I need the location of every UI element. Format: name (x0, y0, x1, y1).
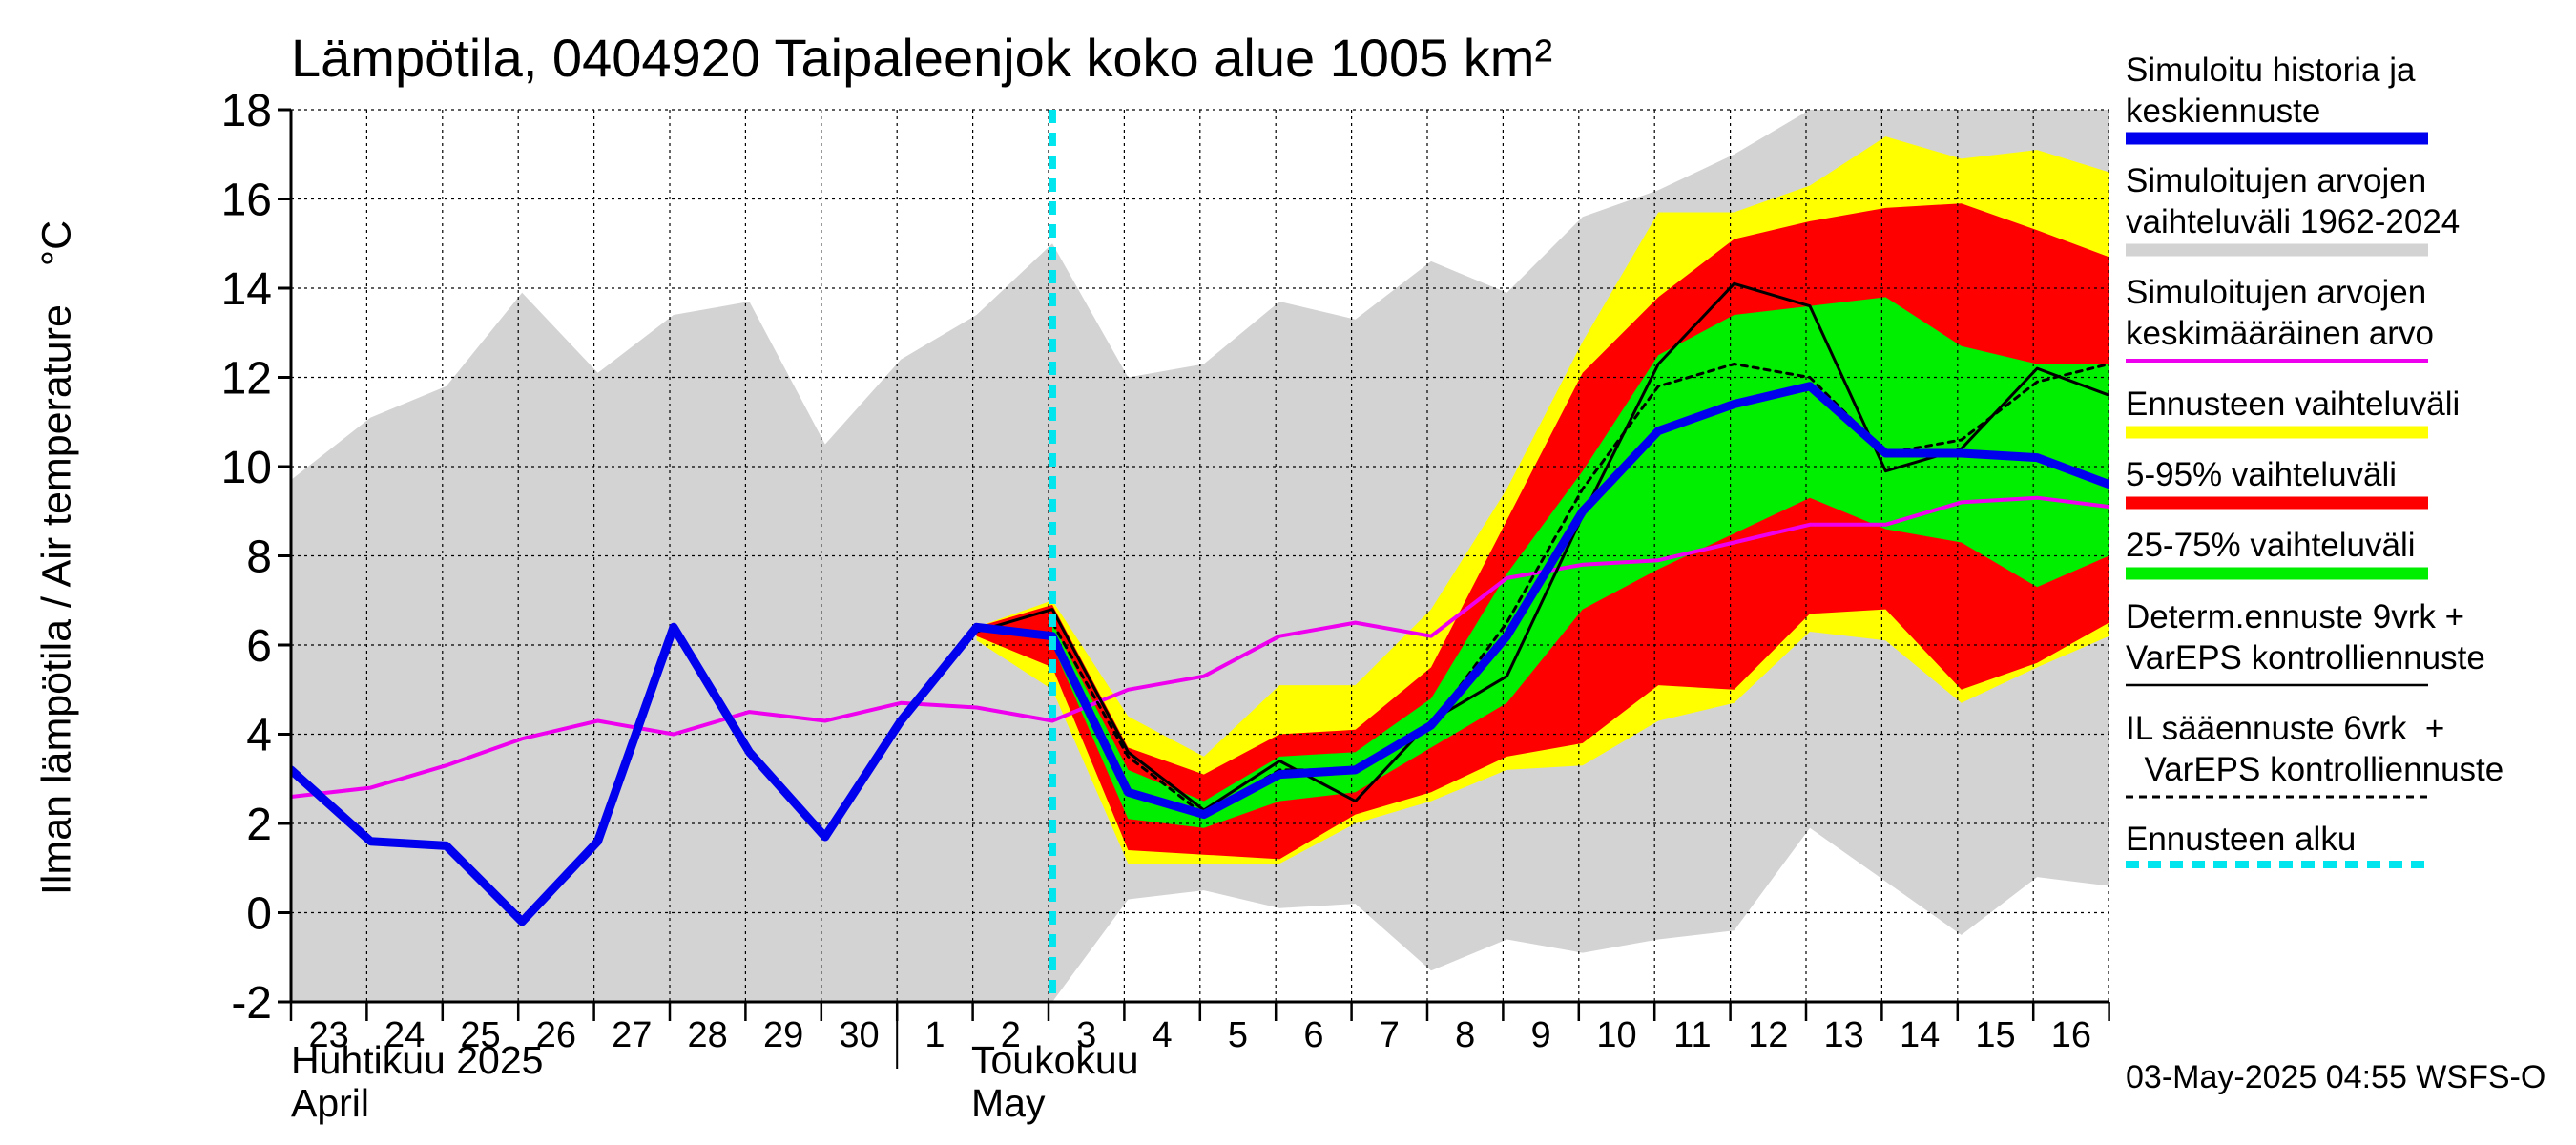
x-tick-label: 6 (1303, 1015, 1323, 1055)
y-tick-label: 18 (221, 86, 272, 136)
x-tick-label: 11 (1673, 1015, 1711, 1055)
legend-item-il: IL sääennuste 6vrk + VarEPS kontrollienn… (2126, 710, 2504, 788)
y-tick-label: -2 (231, 978, 272, 1029)
legend-item-history: Simuloitu historia ja keskiennuste (2126, 52, 2416, 130)
x-tick-label: 16 (2051, 1015, 2091, 1055)
y-axis-label-text: Ilman lämpötila / Air temperature (33, 304, 80, 896)
month-label-april-fi: Huhtikuu 2025 (291, 1038, 544, 1082)
x-tick-label: 3 (1076, 1015, 1096, 1055)
month-label-april-en: April (291, 1081, 370, 1125)
lines-layer (291, 281, 2109, 926)
x-tick-label: 29 (763, 1015, 803, 1055)
y-tick-label: 0 (246, 889, 272, 940)
legend-item-range: Simuloitujen arvojen vaihteluväli 1962-2… (2126, 162, 2461, 240)
chart-title: Lämpötila, 0404920 Taipaleenjok koko alu… (291, 28, 1553, 88)
y-tick-label: 14 (221, 264, 272, 315)
x-tick-label: 25 (460, 1015, 500, 1055)
y-tick-label: 8 (246, 532, 272, 583)
x-tick-label: 10 (1596, 1015, 1636, 1055)
x-tick-label: 27 (612, 1015, 652, 1055)
x-tick-label: 28 (688, 1015, 728, 1055)
timestamp: 03-May-2025 04:55 WSFS-O (2126, 1059, 2546, 1095)
y-tick-label: 16 (221, 176, 272, 226)
y-tick-label: 6 (246, 621, 272, 672)
series-3-band (1052, 297, 2109, 828)
y-axis-label: Ilman lämpötila / Air temperature °C (34, 210, 81, 906)
y-tick-label: 2 (246, 800, 272, 850)
legend-item-5-95: 5-95% vaihteluväli (2126, 456, 2398, 493)
grid-layer (291, 109, 2109, 1002)
series-7-line (291, 382, 2109, 926)
y-tick-label: 12 (221, 354, 272, 405)
legend-item-determ: Determ.ennuste 9vrk + VarEPS kontrollien… (2126, 598, 2485, 677)
x-tick-label: 24 (384, 1015, 425, 1055)
x-tick-label: 7 (1380, 1015, 1400, 1055)
y-axis-unit: °C (33, 219, 80, 267)
legend-item-start: Ennusteen alku (2126, 821, 2357, 858)
x-tick-label: 1 (924, 1015, 945, 1055)
series-5-line (899, 281, 2109, 812)
x-tick-label: 8 (1455, 1015, 1475, 1055)
x-tick-label: 2 (1001, 1015, 1021, 1055)
x-tick-label: 12 (1748, 1015, 1788, 1055)
y-tick-label: 10 (221, 443, 272, 493)
y-tick-label: 4 (246, 711, 272, 761)
month-label-may-en: May (971, 1081, 1046, 1125)
x-tick-label: 4 (1153, 1015, 1173, 1055)
month-label-may-fi: Toukokuu (971, 1038, 1139, 1082)
legend-swatches (2126, 132, 2428, 868)
x-tick-label: 30 (839, 1015, 879, 1055)
x-tick-label: 13 (1824, 1015, 1864, 1055)
x-tick-label: 9 (1531, 1015, 1551, 1055)
x-tick-label: 14 (1900, 1015, 1940, 1055)
x-tick-label: 15 (1975, 1015, 2015, 1055)
legend-item-25-75: 25-75% vaihteluväli (2126, 527, 2416, 564)
x-tick-label: 23 (309, 1015, 349, 1055)
legend-item-mean: Simuloitujen arvojen keskimääräinen arvo (2126, 274, 2434, 352)
x-tick-label: 5 (1228, 1015, 1248, 1055)
legend-item-forecast-range: Ennusteen vaihteluväli (2126, 385, 2461, 423)
series-4-line (291, 495, 2109, 799)
x-tick-label: 26 (536, 1015, 576, 1055)
